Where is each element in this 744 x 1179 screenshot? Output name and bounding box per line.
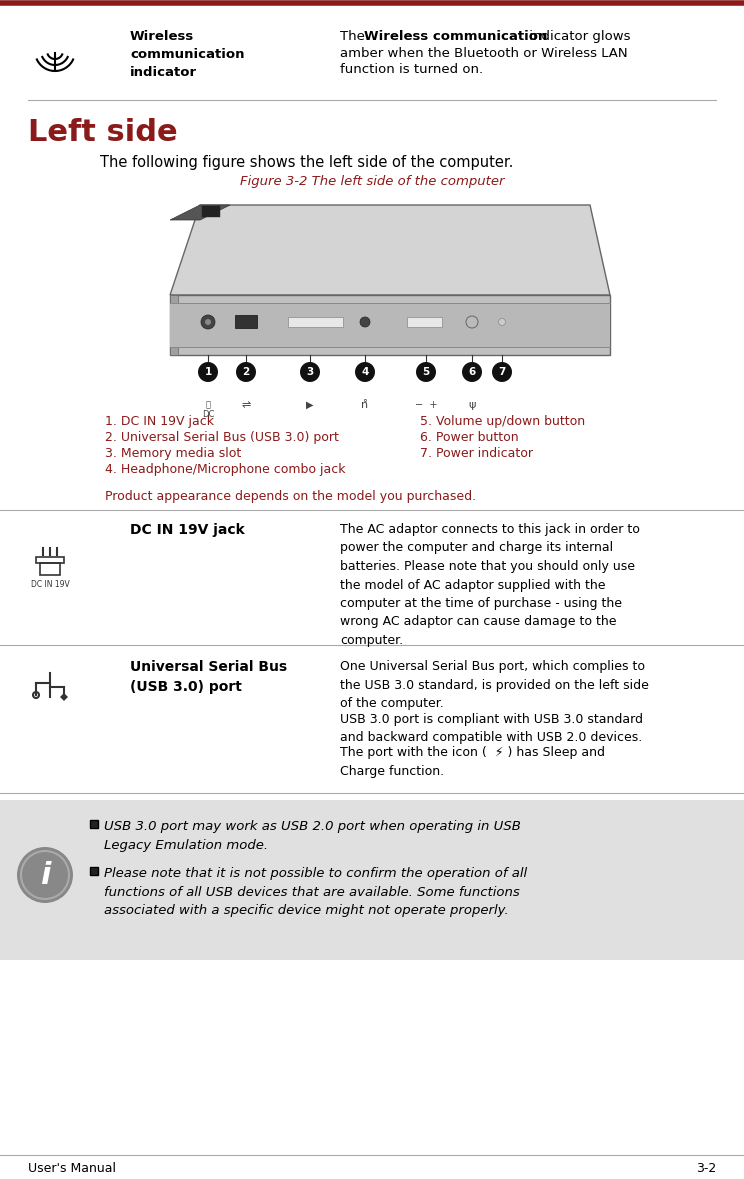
Text: Figure 3-2 The left side of the computer: Figure 3-2 The left side of the computer (240, 174, 504, 187)
Text: 3-2: 3-2 (696, 1162, 716, 1175)
Circle shape (498, 318, 505, 325)
Text: amber when the Bluetooth or Wireless LAN: amber when the Bluetooth or Wireless LAN (340, 47, 628, 60)
Text: USB 3.0 port may work as USB 2.0 port when operating in USB
Legacy Emulation mod: USB 3.0 port may work as USB 2.0 port wh… (104, 821, 521, 851)
Text: indicator glows: indicator glows (525, 29, 630, 42)
Circle shape (360, 317, 370, 327)
Polygon shape (170, 205, 610, 295)
Text: n̊: n̊ (362, 400, 368, 410)
FancyBboxPatch shape (407, 317, 442, 327)
Text: Left side: Left side (28, 118, 178, 147)
Text: The: The (340, 29, 369, 42)
FancyBboxPatch shape (288, 317, 343, 327)
Circle shape (462, 362, 482, 382)
Circle shape (17, 847, 73, 903)
FancyBboxPatch shape (90, 867, 98, 875)
Text: 7. Power indicator: 7. Power indicator (420, 447, 533, 460)
Circle shape (300, 362, 320, 382)
Polygon shape (170, 205, 230, 220)
Polygon shape (170, 295, 610, 355)
Text: 5. Volume up/down button: 5. Volume up/down button (420, 415, 585, 428)
FancyBboxPatch shape (0, 801, 744, 960)
Circle shape (236, 362, 256, 382)
Text: The following figure shows the left side of the computer.: The following figure shows the left side… (100, 154, 513, 170)
Text: 6: 6 (469, 367, 475, 377)
Text: DC IN 19V: DC IN 19V (31, 580, 69, 590)
Circle shape (466, 316, 478, 328)
Text: DC IN 19V jack: DC IN 19V jack (130, 523, 245, 536)
Text: 5: 5 (423, 367, 429, 377)
Polygon shape (202, 206, 220, 217)
Polygon shape (60, 693, 68, 702)
Text: 6. Power button: 6. Power button (420, 432, 519, 444)
Text: 3: 3 (307, 367, 314, 377)
Circle shape (198, 362, 218, 382)
Text: Wireless
communication
indicator: Wireless communication indicator (130, 29, 245, 79)
Text: −  +: − + (415, 400, 437, 410)
Text: ▶: ▶ (307, 400, 314, 410)
Text: The AC adaptor connects to this jack in order to
power the computer and charge i: The AC adaptor connects to this jack in … (340, 523, 640, 647)
Text: 1. DC IN 19V jack: 1. DC IN 19V jack (105, 415, 214, 428)
FancyBboxPatch shape (90, 821, 98, 828)
Text: The port with the icon (  ⚡ ) has Sleep and
Charge function.: The port with the icon ( ⚡ ) has Sleep a… (340, 746, 605, 777)
Circle shape (205, 320, 211, 325)
FancyBboxPatch shape (235, 315, 257, 328)
Text: function is turned on.: function is turned on. (340, 62, 483, 75)
Text: User's Manual: User's Manual (28, 1162, 116, 1175)
Text: 4. Headphone/Microphone combo jack: 4. Headphone/Microphone combo jack (105, 463, 345, 476)
Text: 4: 4 (362, 367, 369, 377)
Polygon shape (170, 303, 610, 347)
Text: 3. Memory media slot: 3. Memory media slot (105, 447, 241, 460)
Text: 1: 1 (205, 367, 211, 377)
Text: One Universal Serial Bus port, which complies to
the USB 3.0 standard, is provid: One Universal Serial Bus port, which com… (340, 660, 649, 710)
Circle shape (416, 362, 436, 382)
Text: ⏚
DC: ⏚ DC (202, 400, 214, 420)
Circle shape (201, 315, 215, 329)
Text: 2: 2 (243, 367, 250, 377)
Polygon shape (170, 295, 178, 355)
Text: ψ: ψ (468, 400, 475, 410)
Circle shape (355, 362, 375, 382)
Text: i: i (39, 861, 51, 889)
Text: ⇌: ⇌ (241, 400, 251, 410)
Text: Please note that it is not possible to confirm the operation of all
functions of: Please note that it is not possible to c… (104, 867, 527, 917)
Text: 2. Universal Serial Bus (USB 3.0) port: 2. Universal Serial Bus (USB 3.0) port (105, 432, 339, 444)
Text: 7: 7 (498, 367, 506, 377)
Text: USB 3.0 port is compliant with USB 3.0 standard
and backward compatible with USB: USB 3.0 port is compliant with USB 3.0 s… (340, 713, 643, 744)
Text: Universal Serial Bus
(USB 3.0) port: Universal Serial Bus (USB 3.0) port (130, 660, 287, 693)
Circle shape (492, 362, 512, 382)
Text: Wireless communication: Wireless communication (364, 29, 548, 42)
Text: Product appearance depends on the model you purchased.: Product appearance depends on the model … (105, 490, 476, 503)
